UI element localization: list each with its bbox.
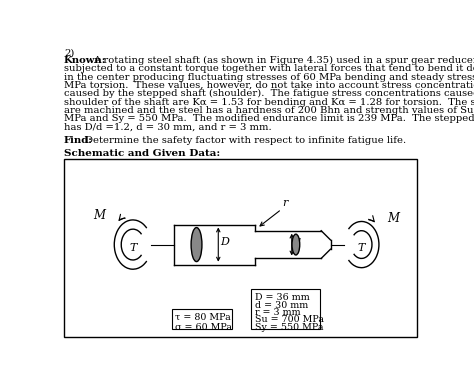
Text: A rotating steel shaft (as shown in Figure 4.35) used in a spur gear reducer is: A rotating steel shaft (as shown in Figu…: [93, 56, 474, 65]
Text: MPa torsion.  These values, however, do not take into account stress concentrati: MPa torsion. These values, however, do n…: [64, 81, 474, 90]
Text: Schematic and Given Data:: Schematic and Given Data:: [64, 149, 220, 158]
Text: MPa and Sy = 550 MPa.  The modified endurance limit is 239 MPa.  The stepped sha: MPa and Sy = 550 MPa. The modified endur…: [64, 114, 474, 123]
Text: d: d: [294, 238, 301, 248]
Text: Known:: Known:: [64, 56, 106, 65]
Text: r = 3 mm: r = 3 mm: [255, 308, 300, 317]
Text: subjected to a constant torque together with lateral forces that tend to bend it: subjected to a constant torque together …: [64, 65, 474, 73]
Text: in the center producing fluctuating stresses of 60 MPa bending and steady stress: in the center producing fluctuating stre…: [64, 73, 474, 82]
Text: r: r: [283, 199, 288, 209]
Bar: [251, 290, 319, 329]
Ellipse shape: [191, 228, 202, 262]
Bar: [172, 310, 232, 329]
Text: T: T: [129, 243, 137, 253]
Text: are machined and the steel has a hardness of 200 Bhn and strength values of Su =: are machined and the steel has a hardnes…: [64, 106, 474, 115]
Text: caused by the stepped shaft (shoulder).  The fatigue stress concentrations cause: caused by the stepped shaft (shoulder). …: [64, 89, 474, 98]
Text: M: M: [93, 209, 106, 222]
Text: has D/d =1.2, d = 30 mm, and r = 3 mm.: has D/d =1.2, d = 30 mm, and r = 3 mm.: [64, 122, 272, 132]
Text: D = 36 mm: D = 36 mm: [255, 293, 310, 302]
Text: Sy = 550 MPa: Sy = 550 MPa: [255, 323, 323, 331]
Text: M: M: [387, 212, 399, 225]
Text: shoulder of the shaft are Kα = 1.53 for bending and Kα = 1.28 for torsion.  The : shoulder of the shaft are Kα = 1.53 for …: [64, 98, 474, 107]
Text: Find:: Find:: [64, 136, 93, 144]
Text: D: D: [220, 237, 229, 247]
Text: Su = 700 MPa: Su = 700 MPa: [255, 315, 324, 324]
Text: σ = 60 MPa: σ = 60 MPa: [175, 323, 232, 331]
Bar: [64, 159, 417, 337]
Text: T: T: [358, 243, 365, 253]
Ellipse shape: [292, 234, 300, 255]
Text: 2): 2): [64, 48, 74, 57]
Text: d = 30 mm: d = 30 mm: [255, 301, 308, 310]
Text: Determine the safety factor with respect to infinite fatigue life.: Determine the safety factor with respect…: [85, 136, 406, 144]
Text: τ = 80 MPa: τ = 80 MPa: [175, 313, 230, 322]
